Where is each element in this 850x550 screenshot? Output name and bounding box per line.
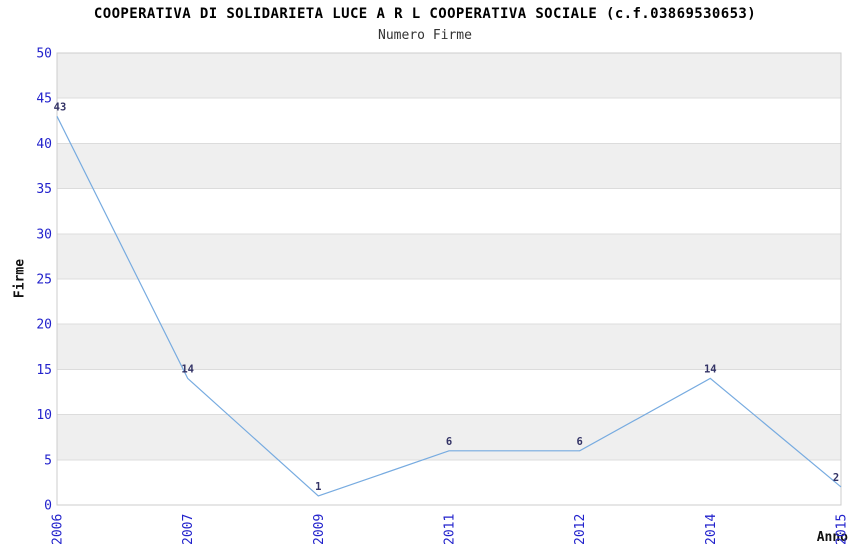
x-tick-label: 2009: [312, 514, 327, 545]
y-tick-label: 50: [36, 47, 52, 62]
y-tick-label: 40: [36, 137, 52, 152]
x-tick-label: 2006: [51, 514, 66, 545]
chart-subtitle: Numero Firme: [378, 28, 472, 43]
y-tick-label: 25: [36, 273, 52, 288]
y-tick-label: 35: [36, 182, 52, 197]
y-tick-label: 45: [36, 92, 52, 107]
point-value-label: 43: [54, 101, 67, 113]
chart-title: COOPERATIVA DI SOLIDARIETA LUCE A R L CO…: [93, 6, 757, 22]
band-stripe: [57, 324, 841, 370]
point-value-label: 14: [181, 363, 194, 375]
x-axis-label: Anno: [816, 530, 848, 545]
point-value-label: 6: [446, 436, 452, 448]
point-value-label: 2: [833, 472, 839, 484]
band-stripe: [57, 414, 841, 460]
x-tick-label: 2015: [835, 514, 850, 545]
data-line: [56, 116, 842, 497]
x-tick-label: 2011: [443, 514, 458, 545]
y-tick-label: 20: [36, 318, 52, 333]
point-value-label: 14: [704, 363, 717, 375]
y-tick-label: 10: [36, 408, 52, 423]
point-value-label: 1: [315, 481, 321, 493]
y-tick-label: 30: [36, 227, 52, 242]
x-tick-label: 2014: [704, 514, 719, 545]
y-tick-label: 0: [44, 499, 52, 514]
band-stripe: [57, 233, 841, 279]
x-tick-label: 2007: [181, 514, 196, 545]
band-stripe: [57, 53, 841, 99]
y-tick-label: 15: [36, 363, 52, 378]
point-value-label: 6: [577, 436, 583, 448]
x-tick-label: 2012: [573, 514, 588, 545]
band-stripe: [57, 143, 841, 189]
plot-border: [56, 52, 842, 506]
y-tick-label: 5: [44, 453, 52, 468]
